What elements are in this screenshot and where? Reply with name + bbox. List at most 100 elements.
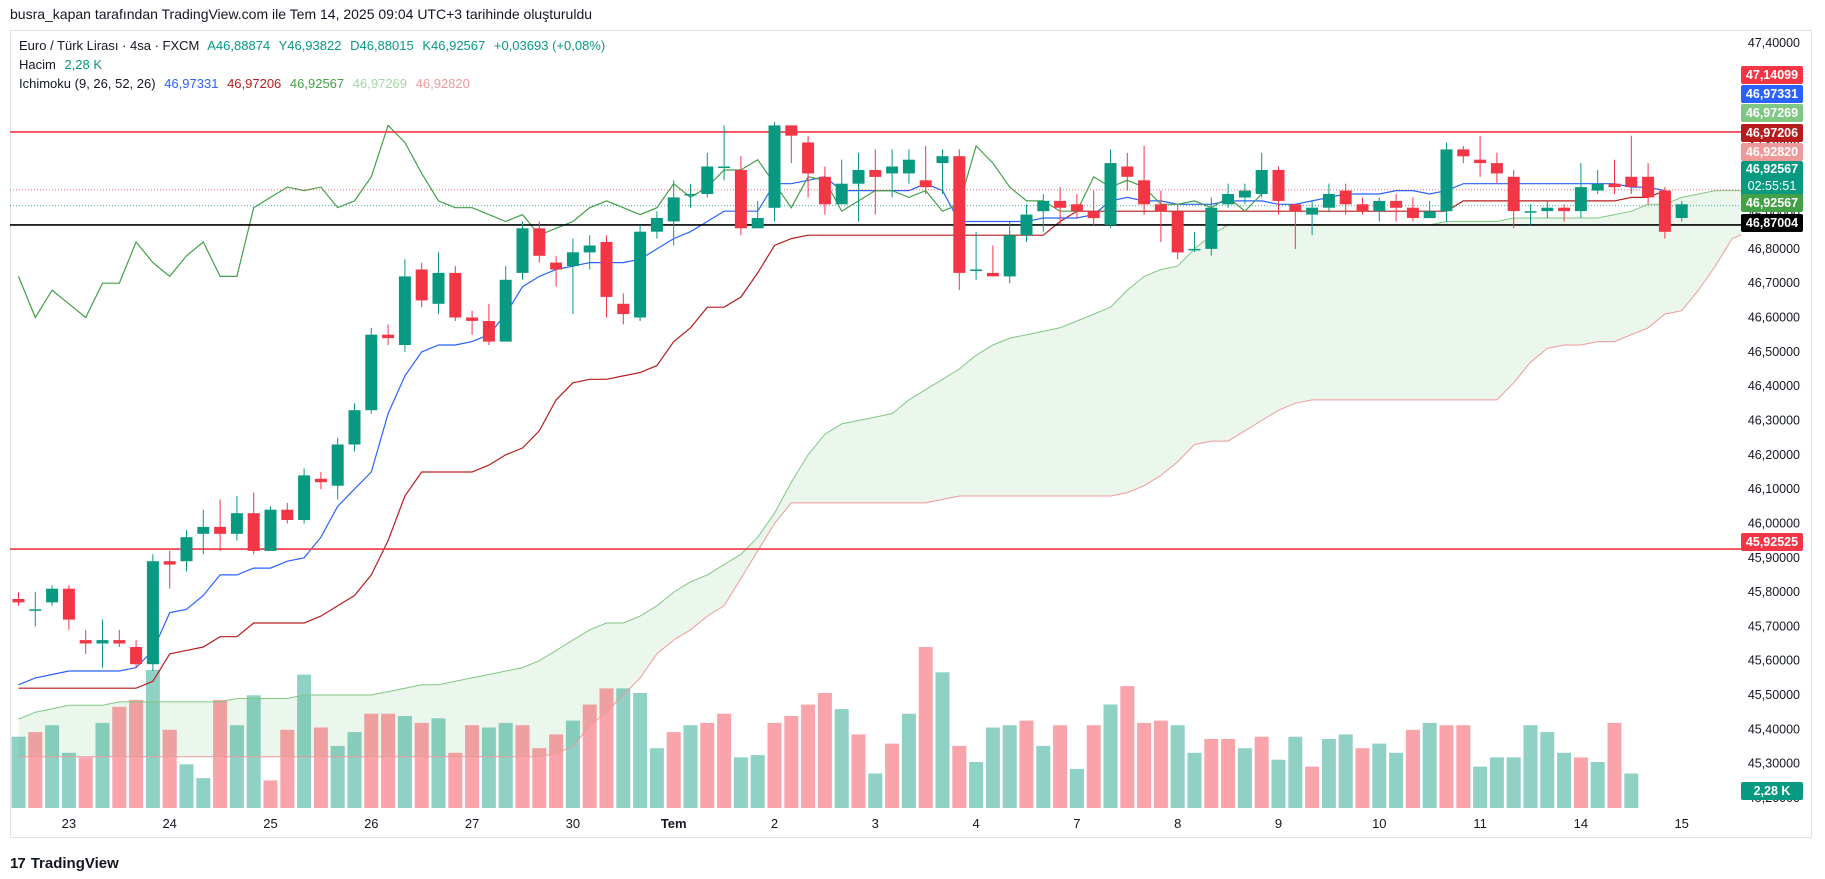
chart-caption: busra_kapan tarafından TradingView.com i… — [10, 6, 593, 22]
volume-bar — [1473, 766, 1488, 808]
candle-body — [482, 321, 495, 342]
volume-bar — [1153, 720, 1168, 808]
volume-bar — [1237, 748, 1252, 808]
price-tag: 46,92820 — [1741, 143, 1803, 161]
candle-body — [734, 170, 747, 229]
candle-body — [113, 640, 126, 644]
volume-bar — [1456, 725, 1471, 808]
x-axis-tick-label: 26 — [364, 816, 378, 831]
candle-body — [1642, 176, 1655, 198]
volume-bar — [1002, 725, 1017, 808]
candle-body — [1339, 190, 1352, 205]
volume-bar — [515, 725, 530, 808]
volume-bar — [649, 748, 664, 808]
volume-bar — [1271, 759, 1286, 808]
candle-body — [1003, 235, 1016, 277]
y-axis-tick-label: 45,90000 — [1748, 551, 1800, 565]
legend-volume-label[interactable]: Hacim — [19, 57, 56, 72]
x-axis-tick-label: 25 — [263, 816, 277, 831]
price-tag: 45,92525 — [1741, 533, 1803, 551]
volume-bar — [263, 780, 278, 808]
legend-ichimoku-label[interactable]: Ichimoku (9, 26, 52, 26) — [19, 76, 156, 91]
price-tag: 47,14099 — [1741, 66, 1803, 84]
volume-bar — [162, 729, 177, 808]
tradingview-logo-icon: 17 — [10, 855, 26, 872]
tradingview-footer[interactable]: 17 TradingView — [10, 855, 119, 872]
candle-body — [583, 245, 596, 253]
y-axis-tick-label: 46,10000 — [1748, 482, 1800, 496]
candle-body — [298, 475, 311, 520]
countdown-timer: 02:55:51 — [1747, 179, 1797, 193]
candle-body — [1558, 207, 1571, 212]
x-axis-tick-label: 11 — [1473, 816, 1487, 831]
volume-tag: 2,28 K — [1741, 782, 1803, 800]
volume-bar — [868, 773, 883, 808]
volume-bar — [297, 674, 312, 808]
ichimoku-value-lagging: 46,92567 — [289, 76, 345, 91]
volume-bar — [767, 722, 782, 808]
candle-body — [533, 228, 546, 256]
candle-body — [986, 272, 999, 277]
candle-body — [46, 588, 59, 603]
candle-body — [1625, 176, 1638, 188]
x-axis-tick-label: 4 — [972, 816, 979, 831]
candle-body — [1222, 194, 1235, 205]
volume-bar — [330, 745, 345, 808]
candle-body — [1658, 190, 1671, 232]
volume-bar — [1305, 766, 1320, 808]
volume-bar — [1137, 722, 1152, 808]
volume-bar — [1036, 745, 1051, 808]
volume-bar — [229, 725, 244, 808]
senkou-span-b-line — [18, 234, 1741, 758]
candle-body — [1541, 207, 1554, 212]
candle-body — [869, 170, 882, 177]
candle-body — [499, 279, 512, 342]
y-axis-tick-label: 46,80000 — [1748, 242, 1800, 256]
candle-body — [331, 444, 344, 486]
volume-bar — [633, 693, 648, 808]
volume-bar — [61, 752, 76, 808]
candle-body — [701, 166, 714, 194]
candle-body — [1591, 183, 1604, 191]
y-axis-tick-label: 46,40000 — [1748, 379, 1800, 393]
volume-bar — [1389, 752, 1404, 808]
volume-bar — [1170, 725, 1185, 808]
volume-bar — [1120, 686, 1135, 808]
candle-body — [398, 276, 411, 345]
volume-bar — [1439, 725, 1454, 808]
volume-bar — [750, 755, 765, 808]
price-tag: 46,97206 — [1741, 124, 1803, 142]
volume-bar — [733, 757, 748, 808]
candle-body — [785, 125, 798, 136]
candle-body — [1574, 187, 1587, 212]
candle-body — [1154, 204, 1167, 212]
candle-body — [550, 262, 563, 270]
volume-bar — [700, 722, 715, 808]
volume-bar — [717, 713, 732, 808]
candle-body — [415, 269, 428, 301]
candle-body — [1490, 163, 1503, 174]
y-axis-tick-label: 45,40000 — [1748, 722, 1800, 736]
candle-body — [314, 478, 327, 483]
volume-bar — [78, 757, 93, 808]
legend-low: D46,88015 — [350, 38, 414, 53]
legend-high: Y46,93822 — [278, 38, 342, 53]
y-axis-tick-label: 46,00000 — [1748, 517, 1800, 531]
y-axis-tick-label: 45,70000 — [1748, 619, 1800, 633]
candle-body — [1390, 200, 1403, 208]
legend-symbol[interactable]: Euro / Türk Lirası · 4sa · FXCM — [19, 38, 200, 53]
candle-body — [1457, 149, 1470, 157]
candle-body — [197, 526, 210, 534]
volume-bar — [481, 727, 496, 808]
legend-symbol-row: Euro / Türk Lirası · 4sa · FXCM A46,8887… — [19, 38, 610, 53]
candle-body — [1608, 183, 1621, 188]
kijun-sen-line — [18, 190, 1666, 689]
candle-body — [230, 513, 243, 534]
volume-bar — [1422, 722, 1437, 808]
volume-bar — [1540, 732, 1555, 808]
candle-body — [617, 303, 630, 315]
x-axis-tick-label: 2 — [771, 816, 778, 831]
volume-bar — [683, 725, 698, 808]
candle-body — [768, 125, 781, 208]
